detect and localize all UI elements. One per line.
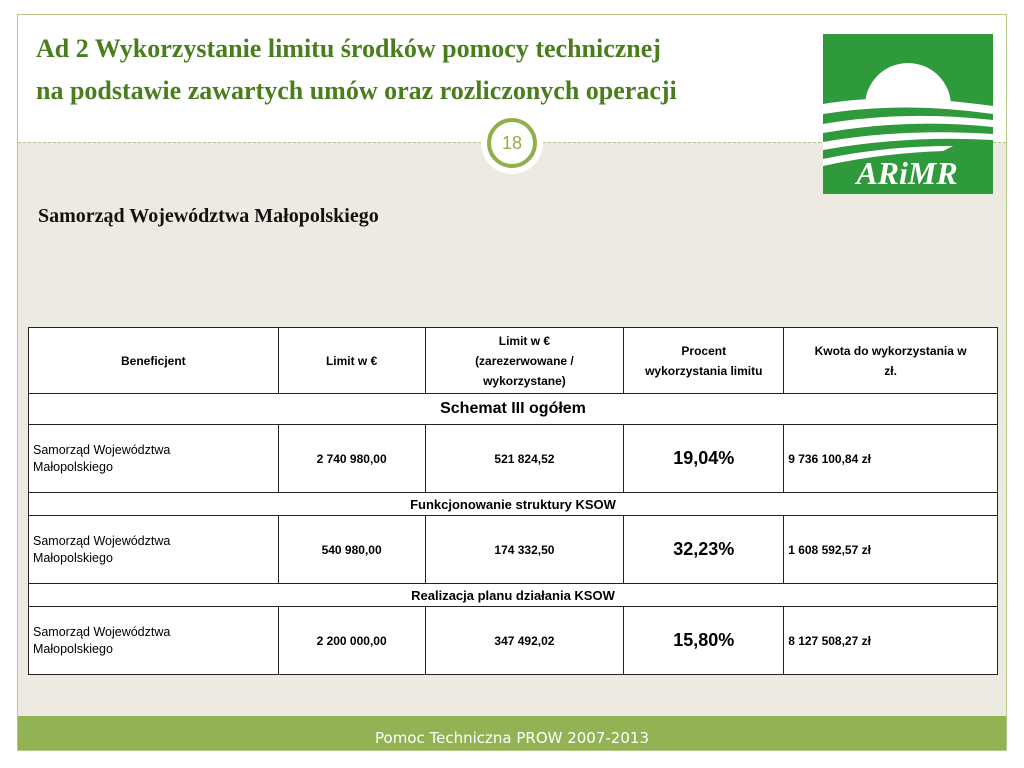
beneficjent-line1: Samorząd Województwa <box>33 442 171 457</box>
header-limit-reserved-line2: (zarezerwowane / <box>475 353 574 368</box>
cell-percent: 19,04% <box>623 424 785 493</box>
logo-text: ARiMR <box>854 155 957 191</box>
header-limit-reserved-line3: wykorzystane) <box>483 373 566 388</box>
section-label: Realizacja planu działania KSOW <box>28 583 998 607</box>
slide-title-line2: na podstawie zawartych umów oraz rozlicz… <box>36 76 677 105</box>
table-subtitle: Samorząd Województwa Małopolskiego <box>38 205 379 227</box>
slide-title: Ad 2 Wykorzystanie limitu środków pomocy… <box>36 28 806 112</box>
page-number-badge: 18 <box>481 112 543 174</box>
header-limit-reserved: Limit w € (zarezerwowane / wykorzystane) <box>424 327 625 394</box>
table-header-row: Beneficjent Limit w € Limit w € (zarezer… <box>28 327 998 394</box>
cell-reserved: 174 332,50 <box>424 515 625 584</box>
section-row-schemat: Schemat III ogółem <box>28 393 998 425</box>
cell-kwota: 1 608 592,57 zł <box>783 515 998 584</box>
cell-beneficjent: Samorząd Województwa Małopolskiego <box>28 606 279 675</box>
beneficjent-line1: Samorząd Województwa <box>33 533 171 548</box>
header-limit-reserved-line1: Limit w € <box>498 333 551 348</box>
footer-bar: Pomoc Techniczna PROW 2007-2013 <box>18 716 1006 750</box>
beneficjent-line2: Małopolskiego <box>33 550 113 565</box>
limit-usage-table: Beneficjent Limit w € Limit w € (zarezer… <box>28 327 998 675</box>
cell-limit: 540 980,00 <box>277 515 426 584</box>
table-row: Samorząd Województwa Małopolskiego 540 9… <box>28 515 998 584</box>
header-kwota-line1: Kwota do wykorzystania w <box>814 343 967 358</box>
header-limit: Limit w € <box>277 327 426 394</box>
header-beneficjent: Beneficjent <box>28 327 279 394</box>
beneficjent-line2: Małopolskiego <box>33 459 113 474</box>
cell-kwota: 8 127 508,27 zł <box>783 606 998 675</box>
beneficjent-line1: Samorząd Województwa <box>33 624 171 639</box>
section-row-realizacja: Realizacja planu działania KSOW <box>28 583 998 607</box>
section-label: Schemat III ogółem <box>28 393 998 425</box>
section-row-funkcjonowanie: Funkcjonowanie struktury KSOW <box>28 492 998 516</box>
cell-limit: 2 200 000,00 <box>277 606 426 675</box>
cell-reserved: 347 492,02 <box>424 606 625 675</box>
cell-percent: 32,23% <box>623 515 785 584</box>
cell-kwota: 9 736 100,84 zł <box>783 424 998 493</box>
slide-title-line1: Ad 2 Wykorzystanie limitu środków pomocy… <box>36 34 661 63</box>
header-procent-line1: Procent <box>681 343 727 358</box>
cell-reserved: 521 824,52 <box>424 424 625 493</box>
header-procent: Procent wykorzystania limitu <box>623 327 785 394</box>
footer-text: Pomoc Techniczna PROW 2007-2013 <box>375 729 649 747</box>
cell-beneficjent: Samorząd Województwa Małopolskiego <box>28 424 279 493</box>
header-procent-line2: wykorzystania limitu <box>645 363 763 378</box>
page-number: 18 <box>487 118 537 168</box>
arimr-logo-icon: ARiMR <box>823 34 993 194</box>
section-label: Funkcjonowanie struktury KSOW <box>28 492 998 516</box>
header-kwota-line2: zł. <box>884 363 897 378</box>
cell-percent: 15,80% <box>623 606 785 675</box>
header-kwota: Kwota do wykorzystania w zł. <box>783 327 998 394</box>
table-row: Samorząd Województwa Małopolskiego 2 200… <box>28 606 998 675</box>
cell-limit: 2 740 980,00 <box>277 424 426 493</box>
beneficjent-line2: Małopolskiego <box>33 641 113 656</box>
table-row: Samorząd Województwa Małopolskiego 2 740… <box>28 424 998 493</box>
cell-beneficjent: Samorząd Województwa Małopolskiego <box>28 515 279 584</box>
